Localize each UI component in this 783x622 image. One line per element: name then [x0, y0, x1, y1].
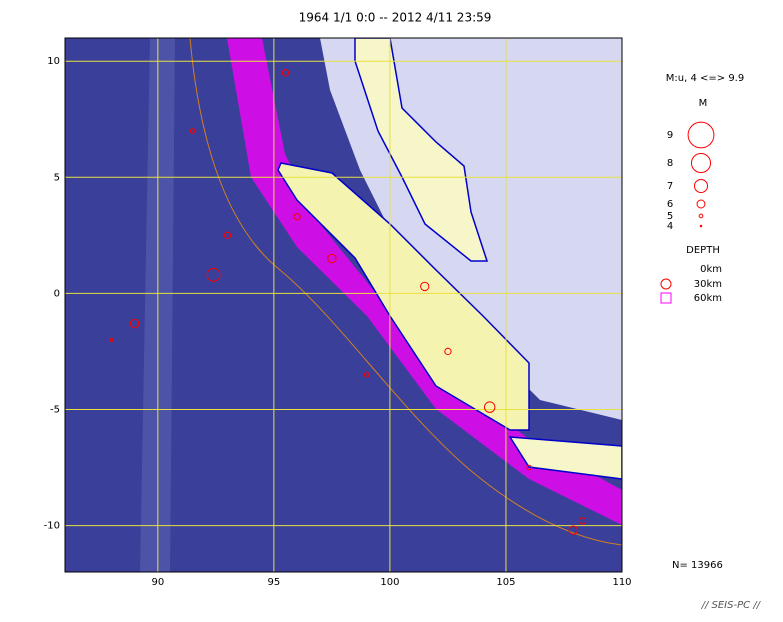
magnitude-legend-label: 6 [667, 199, 673, 210]
depth-legend-marker [660, 278, 672, 290]
seismic-zone [227, 38, 622, 525]
title: 1964 1/1 0:0 -- 2012 4/11 23:59 [299, 11, 492, 25]
depth-legend-label: 0km [700, 264, 722, 275]
earthquake [578, 517, 587, 525]
magnitude-label: M:u, 4 <=> 9.9 [666, 73, 744, 84]
magnitude-legend-label: 9 [667, 130, 673, 141]
magnitude-title: M [699, 98, 708, 109]
magnitude-legend-marker [693, 178, 709, 194]
earthquake [293, 213, 301, 221]
earthquake [327, 253, 337, 264]
sumatra [277, 162, 530, 431]
earthquake [568, 525, 578, 535]
y-tick-label: -5 [50, 404, 60, 415]
depth-legend-label: 30km [694, 279, 722, 290]
earthquake [189, 128, 196, 134]
x-tick-label: 110 [612, 577, 631, 588]
magnitude-legend-marker [696, 199, 706, 209]
y-tick-label: -10 [44, 521, 60, 532]
map-area [65, 38, 622, 572]
magnitude-legend-marker [690, 152, 712, 174]
depth-legend-marker [660, 292, 672, 304]
x-tick-label: 90 [151, 577, 164, 588]
java [508, 436, 622, 480]
trench [189, 38, 622, 546]
count-label: N= 13966 [672, 560, 723, 571]
magnitude-legend-marker [698, 213, 704, 219]
magnitude-legend-label: 8 [667, 158, 673, 169]
earthquake [444, 347, 452, 356]
earthquake [223, 231, 232, 240]
earthquake [206, 267, 221, 282]
footer: // SEIS-PC // [701, 600, 762, 611]
earthquake [363, 371, 370, 378]
depth-title: DEPTH [686, 245, 720, 256]
x-tick-label: 95 [268, 577, 281, 588]
y-tick-label: 10 [47, 56, 60, 67]
earthquake [109, 337, 114, 342]
magnitude-legend-marker [699, 224, 703, 228]
y-tick-label: 0 [54, 288, 60, 299]
earthquake [281, 69, 290, 77]
depth-legend-label: 60km [694, 293, 722, 304]
map-frame [64, 37, 623, 573]
y-tick-label: 5 [54, 172, 60, 183]
x-tick-label: 100 [380, 577, 399, 588]
magnitude-legend-label: 7 [667, 181, 673, 192]
magnitude-legend-label: 4 [667, 221, 673, 232]
earthquake [483, 401, 496, 413]
magnitude-legend-label: 5 [667, 211, 673, 222]
earthquake [420, 281, 430, 292]
x-tick-label: 105 [496, 577, 515, 588]
earthquake [526, 464, 532, 471]
magnitude-legend-marker [687, 121, 715, 149]
earthquake [129, 318, 140, 329]
